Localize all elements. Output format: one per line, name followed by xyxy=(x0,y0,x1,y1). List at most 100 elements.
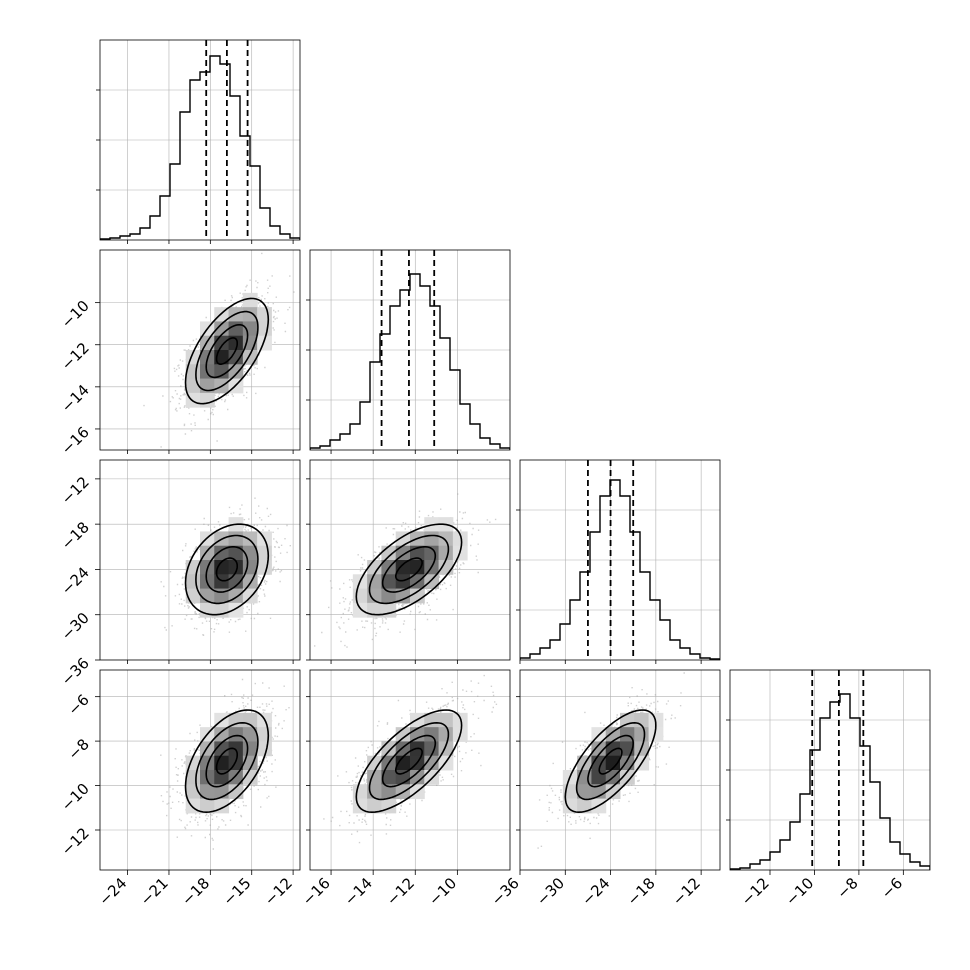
density-cell xyxy=(367,755,382,771)
density-cell xyxy=(214,321,230,337)
xtick-label: −24 xyxy=(578,874,613,909)
histogram-step xyxy=(310,273,510,450)
contour-line xyxy=(184,709,270,814)
density-cell xyxy=(242,531,258,547)
ytick-label: −30 xyxy=(58,609,93,644)
xtick-label: −12 xyxy=(261,874,296,909)
density-cell xyxy=(424,727,440,742)
density-cell xyxy=(410,770,425,785)
density-cell xyxy=(620,770,635,785)
ytick-label: −6 xyxy=(64,691,92,719)
histogram-panel-2 xyxy=(520,460,720,660)
ytick-label: −36 xyxy=(58,654,93,689)
ytick-label: −10 xyxy=(58,780,93,815)
density-cell xyxy=(228,770,244,785)
ytick-label: −16 xyxy=(58,423,93,458)
density-cell xyxy=(367,798,382,814)
density-cell xyxy=(591,784,607,800)
density-cell xyxy=(410,588,425,604)
scatter-panel-3-2 xyxy=(520,670,720,870)
density-cell xyxy=(214,364,230,380)
density-cell xyxy=(228,545,244,561)
contour-line xyxy=(368,721,450,801)
xtick-label: −6 xyxy=(878,874,906,902)
density-cell xyxy=(438,545,454,561)
contour-line xyxy=(205,546,249,593)
xtick-label: −24 xyxy=(95,874,130,909)
ytick-label: −14 xyxy=(58,381,93,416)
histogram-panel-1 xyxy=(310,250,510,450)
ytick-label: −24 xyxy=(58,564,93,599)
contour-line xyxy=(215,747,238,775)
scatter-frame-3-1 xyxy=(309,669,511,871)
scatter-frame-1-0 xyxy=(99,249,301,451)
ytick-label: −12 xyxy=(58,339,93,374)
density-cell xyxy=(410,560,425,575)
xtick-label: −14 xyxy=(341,874,376,909)
density-cell xyxy=(200,770,215,785)
contour-line xyxy=(195,721,259,801)
xtick-label: −30 xyxy=(533,874,568,909)
contour-line xyxy=(355,523,463,616)
ytick-label: −10 xyxy=(58,297,93,332)
contour-line xyxy=(368,534,450,605)
histogram-step xyxy=(520,479,720,660)
contour-line xyxy=(184,297,270,405)
histogram-panel-0 xyxy=(100,40,300,240)
histogram-step xyxy=(730,693,930,870)
ytick-label: −8 xyxy=(64,735,92,763)
contour-line xyxy=(215,557,238,582)
xtick-label: −21 xyxy=(137,874,172,909)
density-cell xyxy=(648,727,664,742)
density-cell xyxy=(381,574,397,590)
density-cell xyxy=(395,574,411,590)
density-cell xyxy=(242,727,258,742)
contour-line xyxy=(195,534,259,605)
density-cell xyxy=(381,784,397,800)
density-cell xyxy=(395,755,411,771)
xtick-label: −18 xyxy=(624,874,659,909)
xtick-label: −10 xyxy=(425,874,460,909)
density-cell xyxy=(257,335,272,351)
xtick-label: −16 xyxy=(299,874,334,909)
contour-line xyxy=(355,709,463,814)
ytick-label: −12 xyxy=(58,824,93,859)
scatter-panel-3-1 xyxy=(310,670,510,870)
density-cell xyxy=(452,531,468,547)
contour-line xyxy=(195,310,259,392)
scatter-frame-3-0 xyxy=(99,669,301,871)
density-cell xyxy=(214,545,230,561)
density-cell xyxy=(214,741,230,757)
scatter-panel-2-1 xyxy=(310,460,510,660)
density-cell xyxy=(605,755,621,771)
density-cell xyxy=(242,321,258,337)
contour-line xyxy=(587,734,635,788)
scatter-points xyxy=(143,252,295,448)
density-cell xyxy=(352,602,368,618)
density-cell xyxy=(257,741,272,757)
density-cell xyxy=(395,588,411,604)
scatter-frame-2-0 xyxy=(99,459,301,661)
density-cell xyxy=(200,798,215,814)
xtick-label: −12 xyxy=(669,874,704,909)
density-cell xyxy=(577,784,592,800)
density-cell xyxy=(634,727,650,742)
ytick-label: −12 xyxy=(58,473,93,508)
xtick-label: −12 xyxy=(383,874,418,909)
contour-line xyxy=(395,557,423,582)
density-cell xyxy=(200,588,215,604)
xtick-label: −36 xyxy=(488,874,523,909)
contour-line xyxy=(381,546,437,593)
contour-line xyxy=(205,734,249,788)
contour-line xyxy=(575,721,646,801)
contour-line xyxy=(395,747,423,775)
xtick-label: −12 xyxy=(738,874,773,909)
density-cell xyxy=(242,292,258,308)
density-cell xyxy=(438,727,454,742)
contour-line xyxy=(205,324,249,379)
xtick-label: −10 xyxy=(782,874,817,909)
scatter-panel-1-0 xyxy=(100,250,300,450)
density-cell xyxy=(395,560,411,575)
density-cell xyxy=(228,335,244,351)
